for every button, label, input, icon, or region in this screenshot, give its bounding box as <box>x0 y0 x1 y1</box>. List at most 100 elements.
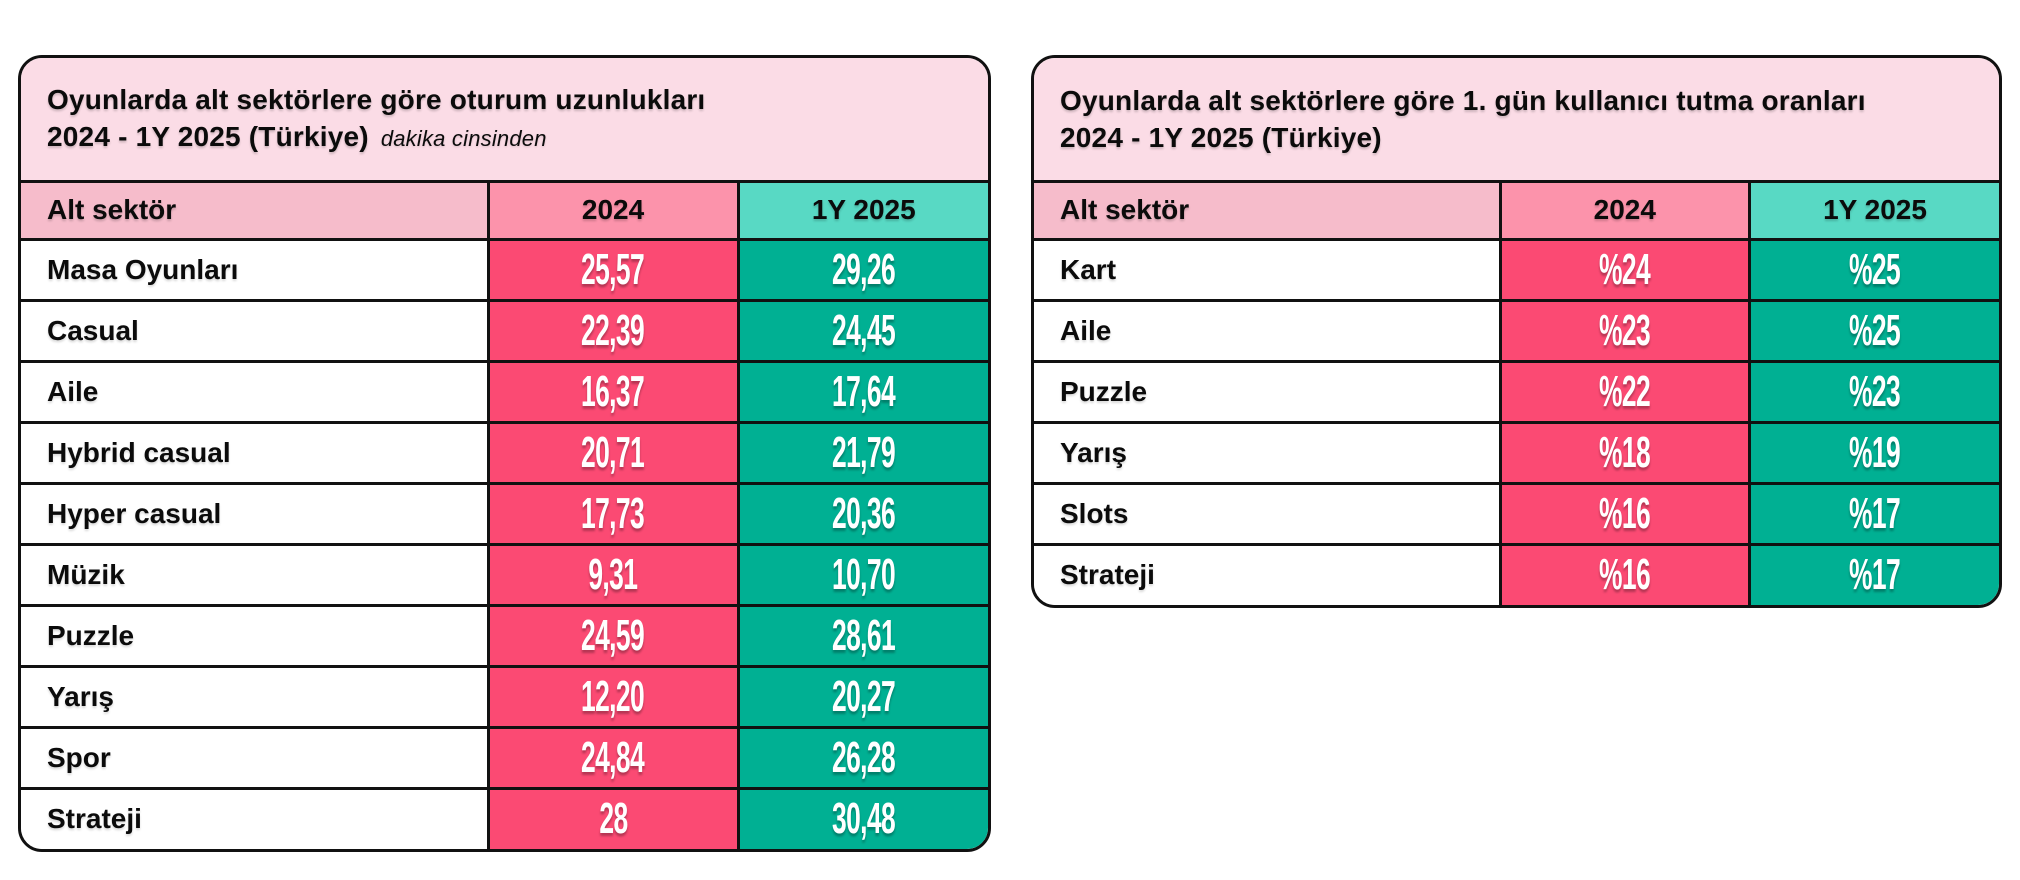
row-1y2025-value: 20,27 <box>832 671 896 721</box>
row-1y2025-value: %17 <box>1849 488 1901 538</box>
table-row: Yarış 12,20 20,27 <box>21 664 988 729</box>
row-1y2025-value-cell: %17 <box>1748 542 1999 605</box>
row-2024-value-cell: 28 <box>486 786 740 849</box>
table-row: Slots %16 %17 <box>1034 481 1999 546</box>
row-2024-value-cell: 25,57 <box>486 237 740 302</box>
column-header-1y2025: 1Y 2025 <box>736 183 988 241</box>
row-2024-value-cell: 20,71 <box>486 420 740 485</box>
table-row: Hyper casual 17,73 20,36 <box>21 481 988 546</box>
row-1y2025-value-cell: %17 <box>1748 481 1999 546</box>
card-title-line2: 2024 - 1Y 2025 (Türkiye) dakika cinsinde… <box>47 118 962 157</box>
row-1y2025-value-cell: 28,61 <box>736 603 988 668</box>
column-header-2024: 2024 <box>1498 183 1752 241</box>
card-title-line1: Oyunlarda alt sektörlere göre oturum uzu… <box>47 84 706 115</box>
table-row: Puzzle 24,59 28,61 <box>21 603 988 668</box>
row-1y2025-value: 26,28 <box>832 732 896 782</box>
row-2024-value-cell: 24,84 <box>486 725 740 790</box>
row-1y2025-value: 30,48 <box>832 794 896 844</box>
row-label: Strateji <box>1034 542 1502 605</box>
retention-table-card: Oyunlarda alt sektörlere göre 1. gün kul… <box>1031 55 2002 608</box>
row-2024-value: 28 <box>598 794 628 844</box>
table-row: Aile %23 %25 <box>1034 298 1999 363</box>
table-body: Masa Oyunları 25,57 29,26 Casual 22,39 2… <box>21 237 988 849</box>
card-title-block: Oyunlarda alt sektörlere göre oturum uzu… <box>21 58 988 183</box>
row-2024-value: 9,31 <box>588 549 639 599</box>
row-2024-value-cell: 12,20 <box>486 664 740 729</box>
card-title-line1: Oyunlarda alt sektörlere göre 1. gün kul… <box>1060 85 1866 116</box>
row-label: Strateji <box>21 786 490 849</box>
table-header: Alt sektör 2024 1Y 2025 <box>21 183 988 241</box>
row-label: Aile <box>21 359 490 424</box>
table-row: Müzik 9,31 10,70 <box>21 542 988 607</box>
table-row: Puzzle %22 %23 <box>1034 359 1999 424</box>
row-1y2025-value: 20,36 <box>832 488 896 538</box>
session-length-table: Alt sektör 2024 1Y 2025 Masa Oyunları 25… <box>21 183 988 849</box>
row-2024-value-cell: 24,59 <box>486 603 740 668</box>
table-row: Casual 22,39 24,45 <box>21 298 988 363</box>
row-2024-value-cell: %24 <box>1498 237 1752 302</box>
retention-table: Alt sektör 2024 1Y 2025 Kart %24 %25 Ail… <box>1034 183 1999 605</box>
column-header-1y2025: 1Y 2025 <box>1748 183 1999 241</box>
row-2024-value: 20,71 <box>581 427 645 477</box>
row-label: Puzzle <box>21 603 490 668</box>
row-2024-value: 17,73 <box>581 488 645 538</box>
row-2024-value-cell: 17,73 <box>486 481 740 546</box>
row-2024-value: %18 <box>1599 427 1651 477</box>
table-header: Alt sektör 2024 1Y 2025 <box>1034 183 1999 241</box>
row-label: Puzzle <box>1034 359 1502 424</box>
table-row: Spor 24,84 26,28 <box>21 725 988 790</box>
row-2024-value-cell: %18 <box>1498 420 1752 485</box>
row-2024-value: %16 <box>1599 550 1651 600</box>
row-1y2025-value-cell: 26,28 <box>736 725 988 790</box>
table-row: Hybrid casual 20,71 21,79 <box>21 420 988 485</box>
row-2024-value: 24,84 <box>581 732 645 782</box>
card-title-line2: 2024 - 1Y 2025 (Türkiye) <box>1060 119 1973 156</box>
row-label: Casual <box>21 298 490 363</box>
row-2024-value-cell: %16 <box>1498 542 1752 605</box>
column-header-2024: 2024 <box>486 183 740 241</box>
row-2024-value-cell: %22 <box>1498 359 1752 424</box>
card-title-block: Oyunlarda alt sektörlere göre 1. gün kul… <box>1034 58 1999 183</box>
row-1y2025-value-cell: 24,45 <box>736 298 988 363</box>
row-1y2025-value-cell: 29,26 <box>736 237 988 302</box>
row-label: Masa Oyunları <box>21 237 490 302</box>
row-1y2025-value: 29,26 <box>832 244 896 294</box>
row-2024-value-cell: 22,39 <box>486 298 740 363</box>
row-2024-value: %16 <box>1599 488 1651 538</box>
row-2024-value: 12,20 <box>581 671 645 721</box>
card-title-note: dakika cinsinden <box>380 126 547 151</box>
table-row: Kart %24 %25 <box>1034 237 1999 302</box>
card-subtitle: 2024 - 1Y 2025 (Türkiye) <box>1060 122 1382 153</box>
row-2024-value: %24 <box>1599 244 1651 294</box>
row-label: Kart <box>1034 237 1502 302</box>
row-label: Spor <box>21 725 490 790</box>
table-body: Kart %24 %25 Aile %23 %25 Puzzle %22 %23 <box>1034 237 1999 605</box>
row-1y2025-value-cell: 21,79 <box>736 420 988 485</box>
row-1y2025-value-cell: 17,64 <box>736 359 988 424</box>
column-header-alt-sektor: Alt sektör <box>1034 183 1502 241</box>
row-label: Müzik <box>21 542 490 607</box>
row-1y2025-value: %25 <box>1849 244 1901 294</box>
row-1y2025-value: 17,64 <box>832 366 896 416</box>
row-2024-value-cell: %16 <box>1498 481 1752 546</box>
row-1y2025-value-cell: %23 <box>1748 359 1999 424</box>
row-2024-value-cell: 16,37 <box>486 359 740 424</box>
row-label: Yarış <box>21 664 490 729</box>
row-1y2025-value: 10,70 <box>832 549 896 599</box>
session-length-table-card: Oyunlarda alt sektörlere göre oturum uzu… <box>18 55 991 852</box>
row-2024-value: 25,57 <box>581 244 645 294</box>
row-2024-value: 24,59 <box>581 610 645 660</box>
row-label: Yarış <box>1034 420 1502 485</box>
row-1y2025-value: %19 <box>1849 427 1901 477</box>
row-2024-value-cell: %23 <box>1498 298 1752 363</box>
row-1y2025-value: %25 <box>1849 305 1901 355</box>
row-2024-value: %22 <box>1599 366 1651 416</box>
row-1y2025-value: 21,79 <box>832 427 896 477</box>
table-row: Strateji %16 %17 <box>1034 542 1999 605</box>
table-row: Strateji 28 30,48 <box>21 786 988 849</box>
row-1y2025-value: 28,61 <box>832 610 896 660</box>
row-1y2025-value: %17 <box>1849 550 1901 600</box>
row-1y2025-value-cell: 20,27 <box>736 664 988 729</box>
row-1y2025-value: 24,45 <box>832 305 896 355</box>
row-1y2025-value-cell: %19 <box>1748 420 1999 485</box>
